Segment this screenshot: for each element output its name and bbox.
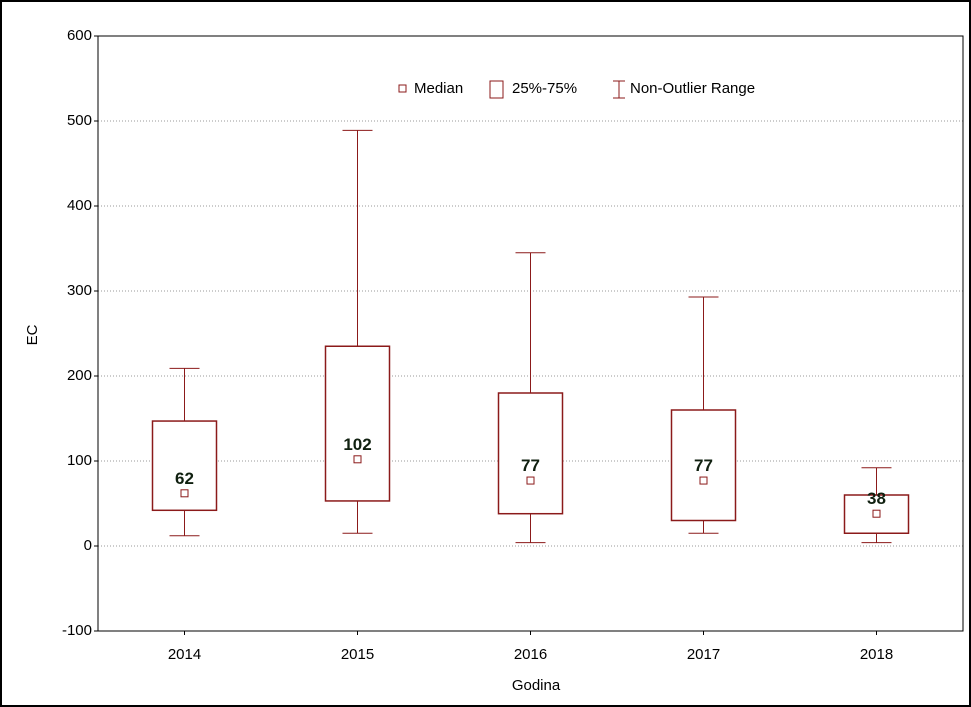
- data-label: 102: [343, 435, 371, 454]
- x-tick-label: 2016: [514, 646, 547, 663]
- legend-label: Non-Outlier Range: [630, 80, 755, 97]
- x-tick-label: 2017: [687, 646, 720, 663]
- x-tick-label: 2015: [341, 646, 374, 663]
- legend-whisker-icon: [613, 80, 625, 99]
- median: [699, 476, 708, 485]
- x-tick-label: 2014: [168, 646, 201, 663]
- y-tick-label: 400: [67, 197, 92, 214]
- x-axis-label: Godina: [512, 677, 561, 694]
- y-tick-label: -100: [62, 622, 92, 639]
- legend-label: 25%-75%: [512, 80, 577, 97]
- legend-label: Median: [414, 80, 463, 97]
- y-tick-label: 0: [84, 537, 92, 554]
- box: [324, 345, 391, 502]
- legend-box-icon: [489, 80, 504, 99]
- data-label: 77: [521, 456, 540, 475]
- box: [670, 409, 737, 522]
- y-tick-label: 200: [67, 367, 92, 384]
- y-tick-label: 100: [67, 452, 92, 469]
- data-label: 38: [867, 489, 886, 508]
- median: [180, 489, 189, 498]
- median: [872, 509, 881, 518]
- legend: Median 25%-75% Non-Outlier Range: [398, 80, 755, 99]
- median: [526, 476, 535, 485]
- median: [353, 455, 362, 464]
- y-tick-label: 500: [67, 112, 92, 129]
- legend-median-icon: [398, 84, 407, 93]
- y-tick-label: 600: [67, 27, 92, 44]
- y-axis-label: EC: [24, 324, 41, 345]
- data-label: 77: [694, 456, 713, 475]
- box: [497, 392, 564, 515]
- x-tick-label: 2018: [860, 646, 893, 663]
- y-tick-label: 300: [67, 282, 92, 299]
- data-label: 62: [175, 469, 194, 488]
